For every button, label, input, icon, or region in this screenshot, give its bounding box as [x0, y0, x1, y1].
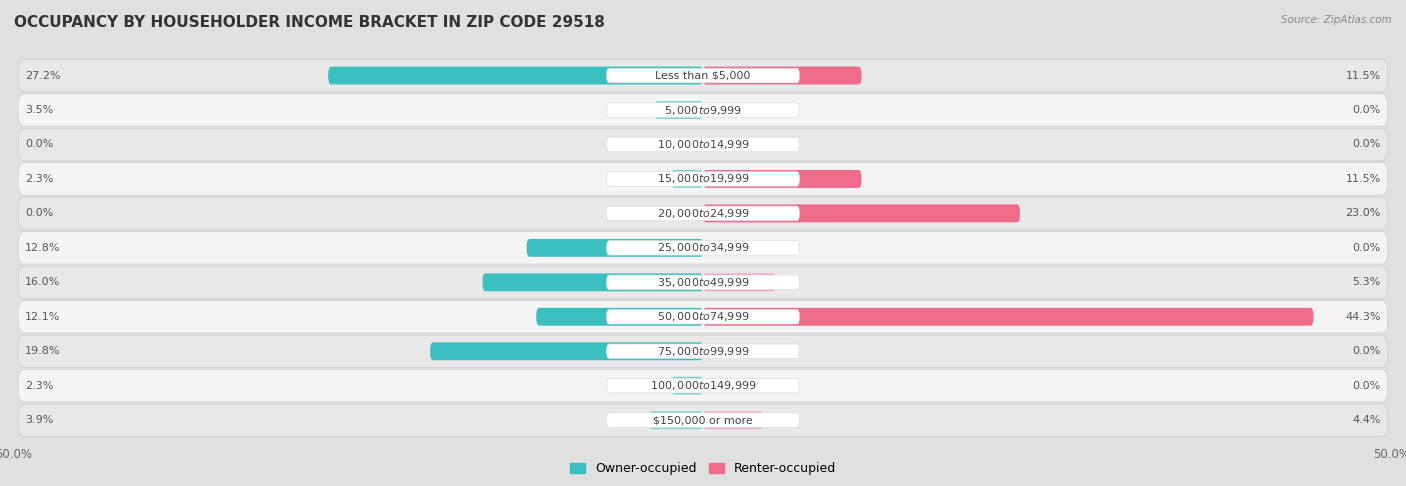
FancyBboxPatch shape — [606, 413, 800, 427]
FancyBboxPatch shape — [606, 344, 800, 359]
FancyBboxPatch shape — [703, 273, 776, 291]
Text: 12.8%: 12.8% — [25, 243, 60, 253]
FancyBboxPatch shape — [18, 266, 1388, 298]
Text: 0.0%: 0.0% — [1353, 381, 1381, 391]
Text: 5.3%: 5.3% — [1353, 278, 1381, 287]
Text: $75,000 to $99,999: $75,000 to $99,999 — [657, 345, 749, 358]
FancyBboxPatch shape — [527, 239, 703, 257]
Text: OCCUPANCY BY HOUSEHOLDER INCOME BRACKET IN ZIP CODE 29518: OCCUPANCY BY HOUSEHOLDER INCOME BRACKET … — [14, 15, 605, 30]
FancyBboxPatch shape — [606, 137, 800, 152]
Text: 44.3%: 44.3% — [1346, 312, 1381, 322]
Text: 3.5%: 3.5% — [25, 105, 53, 115]
Legend: Owner-occupied, Renter-occupied: Owner-occupied, Renter-occupied — [565, 457, 841, 481]
FancyBboxPatch shape — [703, 67, 862, 85]
Text: 0.0%: 0.0% — [25, 208, 53, 218]
FancyBboxPatch shape — [606, 206, 800, 221]
Text: 0.0%: 0.0% — [1353, 346, 1381, 356]
Text: Source: ZipAtlas.com: Source: ZipAtlas.com — [1281, 15, 1392, 25]
Text: $50,000 to $74,999: $50,000 to $74,999 — [657, 310, 749, 323]
FancyBboxPatch shape — [650, 411, 703, 429]
Text: 16.0%: 16.0% — [25, 278, 60, 287]
FancyBboxPatch shape — [671, 170, 703, 188]
FancyBboxPatch shape — [703, 170, 862, 188]
FancyBboxPatch shape — [18, 128, 1388, 161]
FancyBboxPatch shape — [655, 101, 703, 119]
Text: 0.0%: 0.0% — [25, 139, 53, 150]
FancyBboxPatch shape — [536, 308, 703, 326]
Text: 23.0%: 23.0% — [1346, 208, 1381, 218]
FancyBboxPatch shape — [671, 377, 703, 395]
FancyBboxPatch shape — [606, 69, 800, 83]
FancyBboxPatch shape — [18, 335, 1388, 367]
Text: Less than $5,000: Less than $5,000 — [655, 70, 751, 81]
Text: 0.0%: 0.0% — [1353, 139, 1381, 150]
FancyBboxPatch shape — [703, 411, 763, 429]
Text: $25,000 to $34,999: $25,000 to $34,999 — [657, 242, 749, 254]
Text: 19.8%: 19.8% — [25, 346, 60, 356]
Text: $100,000 to $149,999: $100,000 to $149,999 — [650, 379, 756, 392]
FancyBboxPatch shape — [18, 163, 1388, 195]
Text: 27.2%: 27.2% — [25, 70, 60, 81]
FancyBboxPatch shape — [703, 308, 1313, 326]
FancyBboxPatch shape — [703, 205, 1019, 223]
Text: 11.5%: 11.5% — [1346, 70, 1381, 81]
FancyBboxPatch shape — [18, 59, 1388, 92]
FancyBboxPatch shape — [606, 103, 800, 117]
Text: 2.3%: 2.3% — [25, 381, 53, 391]
FancyBboxPatch shape — [606, 172, 800, 186]
Text: 3.9%: 3.9% — [25, 415, 53, 425]
FancyBboxPatch shape — [18, 300, 1388, 333]
FancyBboxPatch shape — [18, 232, 1388, 264]
FancyBboxPatch shape — [606, 310, 800, 324]
Text: $20,000 to $24,999: $20,000 to $24,999 — [657, 207, 749, 220]
Text: $150,000 or more: $150,000 or more — [654, 415, 752, 425]
FancyBboxPatch shape — [18, 197, 1388, 229]
FancyBboxPatch shape — [606, 275, 800, 290]
FancyBboxPatch shape — [606, 379, 800, 393]
Text: $10,000 to $14,999: $10,000 to $14,999 — [657, 138, 749, 151]
Text: 2.3%: 2.3% — [25, 174, 53, 184]
Text: $5,000 to $9,999: $5,000 to $9,999 — [664, 104, 742, 117]
FancyBboxPatch shape — [606, 241, 800, 255]
Text: $15,000 to $19,999: $15,000 to $19,999 — [657, 173, 749, 186]
Text: 4.4%: 4.4% — [1353, 415, 1381, 425]
FancyBboxPatch shape — [18, 404, 1388, 436]
FancyBboxPatch shape — [328, 67, 703, 85]
Text: 0.0%: 0.0% — [1353, 243, 1381, 253]
FancyBboxPatch shape — [430, 342, 703, 360]
Text: 0.0%: 0.0% — [1353, 105, 1381, 115]
FancyBboxPatch shape — [482, 273, 703, 291]
Text: 11.5%: 11.5% — [1346, 174, 1381, 184]
FancyBboxPatch shape — [18, 369, 1388, 402]
Text: 12.1%: 12.1% — [25, 312, 60, 322]
FancyBboxPatch shape — [18, 94, 1388, 126]
Text: $35,000 to $49,999: $35,000 to $49,999 — [657, 276, 749, 289]
